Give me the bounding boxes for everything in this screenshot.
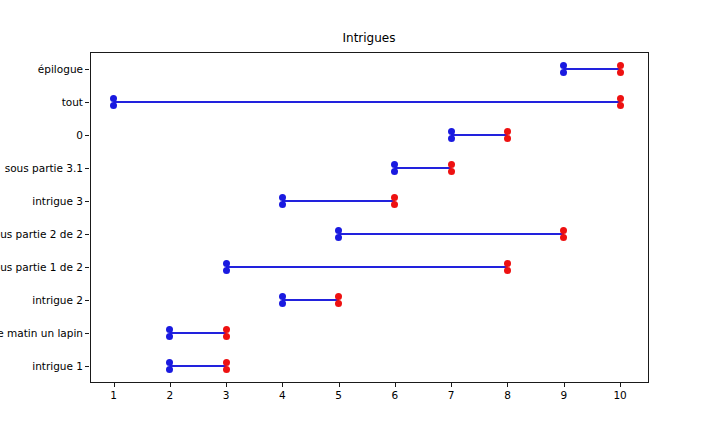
figure: Intrigues épilogue tout 0 sous partie 3.1 in… (0, 0, 720, 432)
end-marker-dot (617, 95, 624, 102)
range-line (282, 200, 395, 202)
end-marker-dot (223, 333, 230, 340)
end-marker-dot (223, 359, 230, 366)
x-tick-label: 9 (549, 389, 579, 401)
start-marker-dot (560, 69, 567, 76)
x-tick-label: 4 (267, 389, 297, 401)
category-label: intrigue 1 (32, 359, 83, 373)
start-marker-dot (223, 267, 230, 274)
y-tick (85, 366, 89, 367)
category-label: intrigue 2 (32, 293, 83, 307)
x-tick (507, 383, 508, 387)
end-marker-dot (448, 161, 455, 168)
x-tick-label: 3 (211, 389, 241, 401)
range-line (564, 68, 620, 70)
x-tick (451, 383, 452, 387)
start-marker-dot (279, 293, 286, 300)
x-tick-label: 6 (380, 389, 410, 401)
x-tick (339, 383, 340, 387)
end-marker-dot (617, 69, 624, 76)
y-tick (85, 135, 89, 136)
range-line (114, 101, 621, 103)
x-tick (226, 383, 227, 387)
y-tick (85, 168, 89, 169)
range-line (226, 266, 507, 268)
start-marker-dot (279, 201, 286, 208)
x-tick-label: 1 (99, 389, 129, 401)
x-tick-label: 7 (436, 389, 466, 401)
start-marker-dot (110, 95, 117, 102)
x-tick-label: 2 (155, 389, 185, 401)
start-marker-dot (279, 194, 286, 201)
start-marker-dot (223, 260, 230, 267)
x-tick-label: 5 (324, 389, 354, 401)
category-label: épilogue (38, 62, 83, 76)
range-line (395, 167, 451, 169)
start-marker-dot (110, 102, 117, 109)
y-tick (85, 300, 89, 301)
x-tick (564, 383, 565, 387)
end-marker-dot (504, 135, 511, 142)
start-marker-dot (448, 135, 455, 142)
y-tick (85, 102, 89, 103)
range-line (282, 299, 338, 301)
start-marker-dot (279, 300, 286, 307)
category-label: ous partie 1 de 2 (0, 260, 83, 274)
category-label: sous partie 3.1 (5, 161, 83, 175)
start-marker-dot (448, 128, 455, 135)
y-tick (85, 267, 89, 268)
end-marker-dot (223, 326, 230, 333)
end-marker-dot (448, 168, 455, 175)
x-tick (170, 383, 171, 387)
y-tick (85, 333, 89, 334)
chart-title: Intrigues (89, 31, 649, 45)
range-line (170, 332, 226, 334)
range-line (170, 365, 226, 367)
end-marker-dot (504, 128, 511, 135)
range-line (339, 233, 564, 235)
category-label: 0 (76, 128, 83, 142)
x-tick-label: 8 (492, 389, 522, 401)
end-marker-dot (617, 102, 624, 109)
x-tick (395, 383, 396, 387)
range-line (451, 134, 507, 136)
x-tick (620, 383, 621, 387)
end-marker-dot (223, 366, 230, 373)
y-tick (85, 201, 89, 202)
y-tick (85, 234, 89, 235)
end-marker-dot (617, 62, 624, 69)
start-marker-dot (560, 62, 567, 69)
category-label: tout (62, 95, 83, 109)
category-label: ous partie 2 de 2 (0, 227, 83, 241)
x-tick-label: 10 (605, 389, 635, 401)
category-label: e matin un lapin (0, 326, 83, 340)
x-tick (282, 383, 283, 387)
x-tick (114, 383, 115, 387)
category-label: intrigue 3 (32, 194, 83, 208)
y-tick (85, 69, 89, 70)
